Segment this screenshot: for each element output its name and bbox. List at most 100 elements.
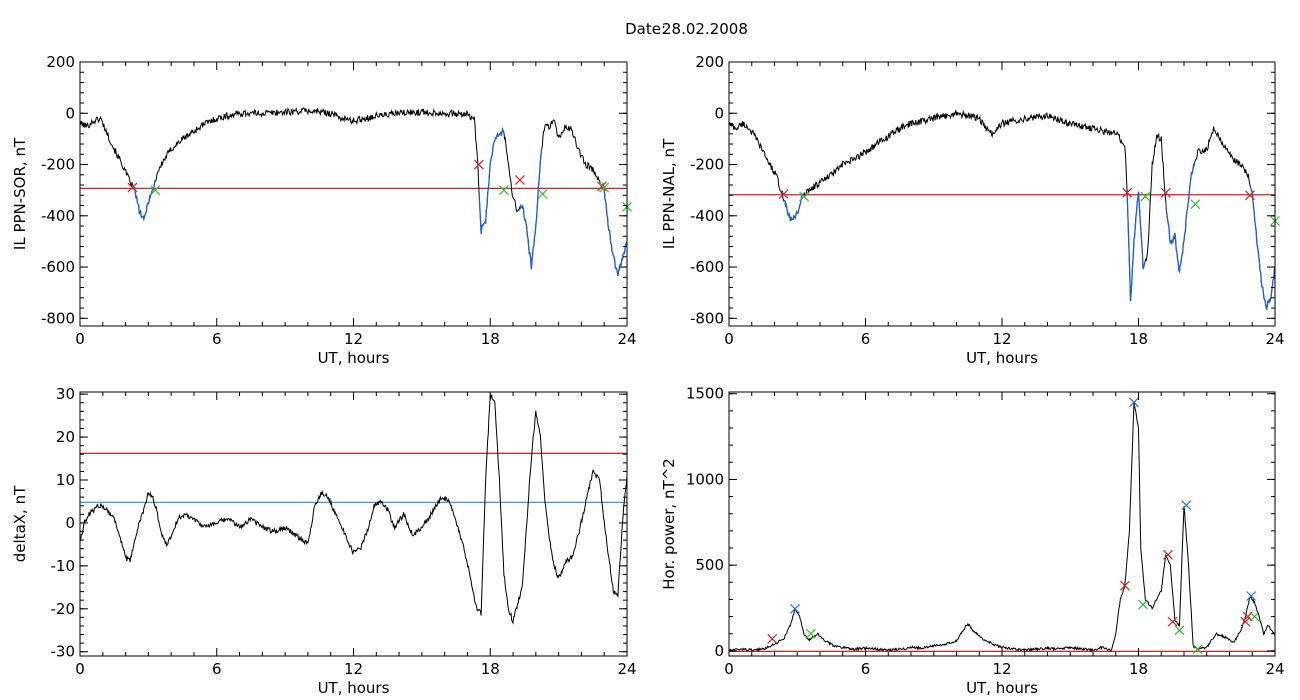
date-label: Date: [625,20,666,38]
substorm-segment-3 [1249,186,1275,310]
x-tick-label: 12 [992,660,1011,678]
plot-frame [728,61,1276,327]
y-tick-label: -800 [690,309,724,327]
y-tick-label: -600 [41,258,75,276]
y-tick-label: -400 [41,207,75,225]
y-tick-label: 0 [714,104,724,122]
event-marker-7 [599,182,610,193]
event-marker-4 [1160,187,1171,198]
x-tick-label: 24 [1265,660,1284,678]
event-marker-0 [778,189,789,199]
y-tick-label: -800 [41,309,75,327]
y-tick-label: 30 [56,385,75,403]
x-tick-label: 24 [617,330,636,348]
x-tick-label: 6 [861,660,871,678]
x-tick-label: 12 [992,330,1011,348]
chart-il-sor: 0 6 12 18 24 -800 -600 -400 -200 0 200 UT, hours IL … [11,53,637,367]
chart-hor-power: 0 6 12 18 24 0 500 1000 1500 UT, hours Hor. power,… [660,385,1285,697]
y-tick-label: 20 [56,428,75,446]
event-marker-3 [499,185,509,196]
chart-deltax: 0 6 12 18 24 -30 -20 -10 0 10 20 30 UT, hours deltaX,… [11,385,637,697]
event-marker-5 [537,189,548,199]
x-tick-label: 18 [1129,330,1148,348]
y-axis-label: IL PPN-SOR, nT [11,137,29,250]
y-tick-label: 0 [65,104,75,122]
chart-il-nal: 0 6 12 18 24 -800 -600 -400 -200 0 200 UT, hours IL … [660,53,1285,367]
event-marker-7 [1167,616,1178,627]
y-tick-label: -200 [41,156,75,174]
substorm-segment-2 [519,146,543,270]
event-marker-0 [127,182,138,193]
x-tick-label: 12 [344,660,363,678]
event-marker-5 [1138,599,1148,610]
y-tick-label: 1500 [686,385,724,403]
x-tick-label: 0 [724,660,734,678]
y-tick-label: -10 [51,557,76,575]
event-marker-6 [1245,190,1255,201]
plot-frame [79,61,628,327]
event-marker-3 [1140,191,1151,202]
x-tick-label: 0 [724,330,734,348]
event-marker-11 [1240,616,1251,627]
event-marker-13 [1246,591,1257,601]
x-tick-label: 18 [481,660,500,678]
x-tick-label: 24 [617,660,636,678]
y-tick-label: 0 [65,514,75,532]
x-axis-label: UT, hours [318,349,390,367]
event-marker-1 [799,191,809,202]
plot-frame [79,391,628,657]
event-marker-1 [790,603,800,614]
substorm-segment-1 [478,126,505,234]
x-tick-label: 24 [1265,330,1284,348]
event-marker-4 [514,174,525,185]
substorm-segment-1 [1126,191,1146,302]
x-tick-label: 12 [344,330,363,348]
event-marker-5 [1190,199,1201,210]
y-tick-label: -600 [690,258,724,276]
event-marker-2 [1122,187,1133,198]
y-tick-label: -30 [51,643,76,661]
series-line [80,394,627,625]
x-axis-label: UT, hours [318,679,390,697]
x-tick-label: 6 [861,330,871,348]
plot-frame [728,391,1276,657]
y-tick-label: -400 [690,207,724,225]
x-axis-label: UT, hours [966,679,1038,697]
event-marker-8 [1174,625,1185,636]
y-tick-label: 1000 [686,470,724,488]
y-axis-label: deltaX, nT [11,485,29,562]
event-marker-14 [1249,611,1260,622]
y-tick-label: 0 [714,642,724,660]
event-marker-0 [767,633,778,644]
x-tick-label: 0 [75,330,85,348]
x-tick-label: 6 [212,660,222,678]
x-tick-label: 18 [1129,660,1148,678]
y-axis-label: Hor. power, nT^2 [660,458,678,589]
event-marker-2 [473,159,484,170]
event-marker-10 [1192,644,1203,655]
y-tick-label: 200 [695,53,724,71]
y-tick-label: -20 [51,600,76,618]
y-tick-label: 500 [695,556,724,574]
event-marker-9 [1181,500,1192,511]
x-axis-label: UT, hours [966,349,1038,367]
series-line [729,402,1275,653]
event-marker-6 [597,181,607,192]
date-value: 28.02.2008 [662,20,748,38]
event-marker-1 [150,185,161,196]
series-line [729,109,1275,310]
x-tick-label: 18 [481,330,500,348]
substorm-segment-3 [601,181,627,277]
substorm-segment-0 [783,192,805,222]
substorm-segment-2 [1165,161,1196,274]
event-marker-6 [1163,549,1173,560]
y-axis-label: IL PPN-NAL, nT [660,138,678,249]
y-tick-label: -200 [690,156,724,174]
y-tick-label: 200 [46,53,75,71]
x-tick-label: 6 [212,330,222,348]
event-marker-2 [805,628,816,639]
event-marker-3 [1119,580,1130,591]
y-tick-label: 10 [56,471,75,489]
